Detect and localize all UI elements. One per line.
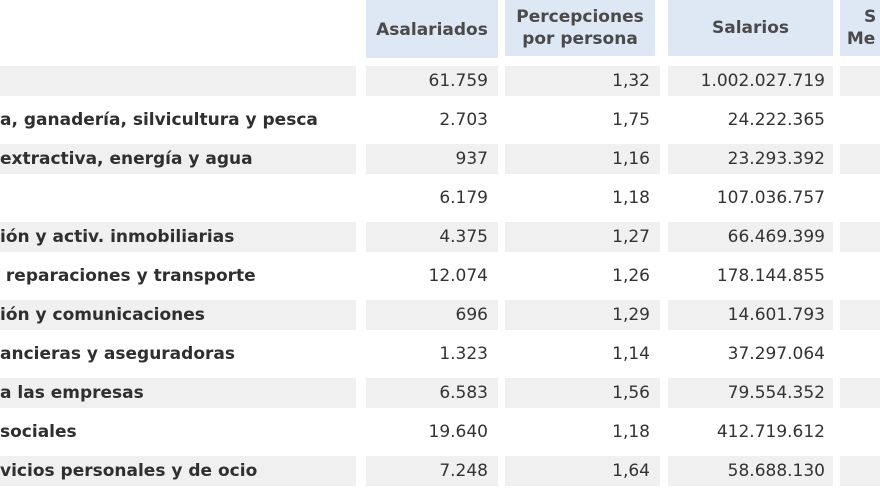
salarios-cell: 23.293.392	[668, 144, 833, 174]
sector-label: reparaciones y transporte	[0, 266, 256, 286]
salarios-cell: 79.554.352	[668, 378, 833, 408]
percepciones-cell: 1,75	[612, 110, 650, 130]
percepciones-cell: 1,26	[612, 266, 650, 286]
asalariados-cell: 1.323	[439, 344, 488, 364]
sector-label: a, ganadería, silvicultura y pesca	[0, 110, 318, 130]
sector-label: ión y activ. inmobiliarias	[0, 222, 356, 252]
percepciones-cell: 1,32	[505, 66, 660, 96]
percepciones-cell: 1,64	[505, 456, 660, 486]
sector-label: ancieras y aseguradoras	[0, 344, 235, 364]
asalariados-cell: 4.375	[366, 222, 498, 252]
percepciones-cell: 1,27	[505, 222, 660, 252]
header-percepciones: Percepciones por persona	[505, 0, 655, 56]
medio-cell	[840, 66, 880, 96]
sector-label: vicios personales y de ocio	[0, 456, 356, 486]
header-medio-line2: Me	[846, 29, 876, 49]
sector-label: extractiva, energía y agua	[0, 144, 356, 174]
medio-cell	[840, 222, 880, 252]
asalariados-cell: 937	[366, 144, 498, 174]
salarios-cell: 14.601.793	[668, 300, 833, 330]
header-medio: S Me	[840, 0, 880, 56]
medio-cell	[840, 300, 880, 330]
asalariados-cell: 19.640	[428, 422, 488, 442]
percepciones-cell: 1,14	[612, 344, 650, 364]
sector-label	[0, 66, 356, 96]
salarios-cell: 1.002.027.719	[668, 66, 833, 96]
header-percepciones-line2: por persona	[522, 29, 638, 49]
percepciones-cell: 1,16	[505, 144, 660, 174]
asalariados-cell: 2.703	[439, 110, 488, 130]
salarios-cell: 178.144.855	[716, 266, 825, 286]
header-medio-line1: S	[864, 7, 877, 27]
asalariados-cell: 61.759	[366, 66, 498, 96]
asalariados-cell: 7.248	[366, 456, 498, 486]
percepciones-cell: 1,56	[505, 378, 660, 408]
medio-cell	[840, 378, 880, 408]
sector-label: sociales	[0, 422, 77, 442]
header-salarios: Salarios	[668, 0, 833, 56]
sector-label: a las empresas	[0, 378, 356, 408]
percepciones-cell: 1,18	[612, 188, 650, 208]
asalariados-cell: 696	[366, 300, 498, 330]
salarios-cell: 24.222.365	[727, 110, 825, 130]
percepciones-cell: 1,18	[612, 422, 650, 442]
sector-label: ión y comunicaciones	[0, 300, 356, 330]
header-asalariados-label: Asalariados	[376, 20, 488, 40]
salarios-cell: 37.297.064	[727, 344, 825, 364]
salarios-cell: 66.469.399	[668, 222, 833, 252]
asalariados-cell: 6.179	[439, 188, 488, 208]
percepciones-cell: 1,29	[505, 300, 660, 330]
salarios-cell: 58.688.130	[668, 456, 833, 486]
salarios-cell: 412.719.612	[716, 422, 825, 442]
asalariados-cell: 12.074	[428, 266, 488, 286]
header-percepciones-line1: Percepciones	[516, 7, 644, 27]
asalariados-cell: 6.583	[366, 378, 498, 408]
header-salarios-label: Salarios	[711, 18, 790, 38]
medio-cell	[840, 144, 880, 174]
medio-cell	[840, 456, 880, 486]
header-asalariados: Asalariados	[366, 0, 498, 58]
sector-label	[0, 183, 356, 213]
salarios-cell: 107.036.757	[716, 188, 825, 208]
